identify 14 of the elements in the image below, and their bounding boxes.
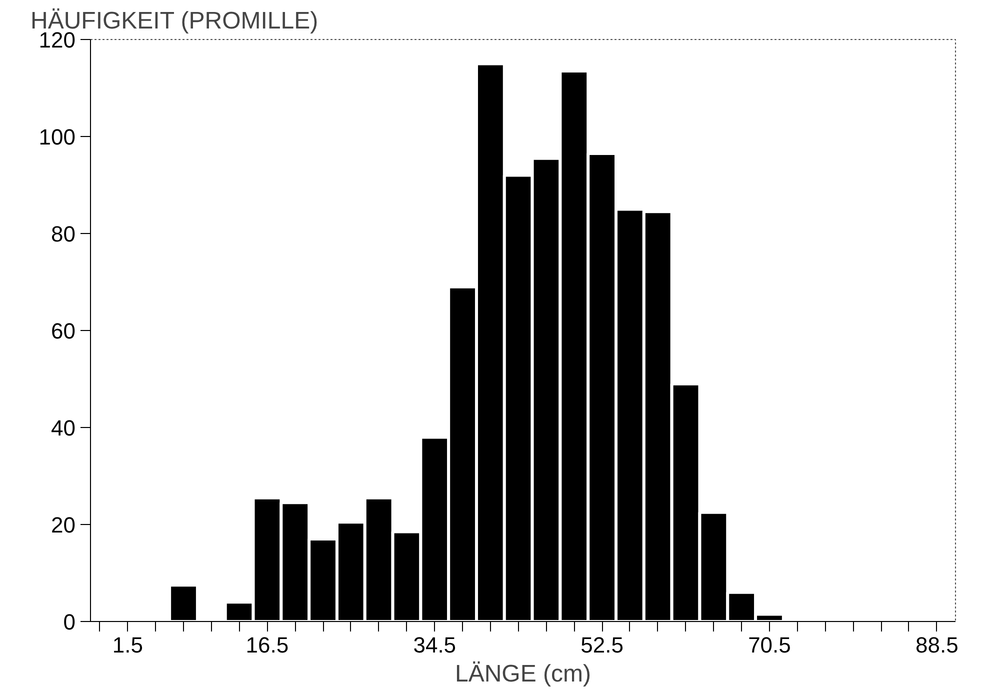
y-tick-label: 40	[51, 416, 76, 440]
y-tick-label: 120	[38, 28, 76, 52]
x-axis-title: LÄNGE (cm)	[454, 660, 592, 688]
y-tick-label: 80	[51, 222, 76, 246]
x-tick-label: 34.5	[413, 632, 456, 658]
y-tick-label: 20	[51, 512, 76, 538]
y-tick-label: 0	[63, 610, 76, 634]
y-tick-label: 60	[51, 318, 76, 344]
x-tick-label: 88.5	[915, 632, 958, 658]
x-tick-label: 70.5	[748, 632, 791, 658]
y-tick-label: 100	[38, 124, 76, 150]
x-tick-label: 1.5	[112, 632, 144, 658]
x-tick-label: 52.5	[580, 632, 624, 658]
x-tick-label: 16.5	[246, 632, 289, 658]
